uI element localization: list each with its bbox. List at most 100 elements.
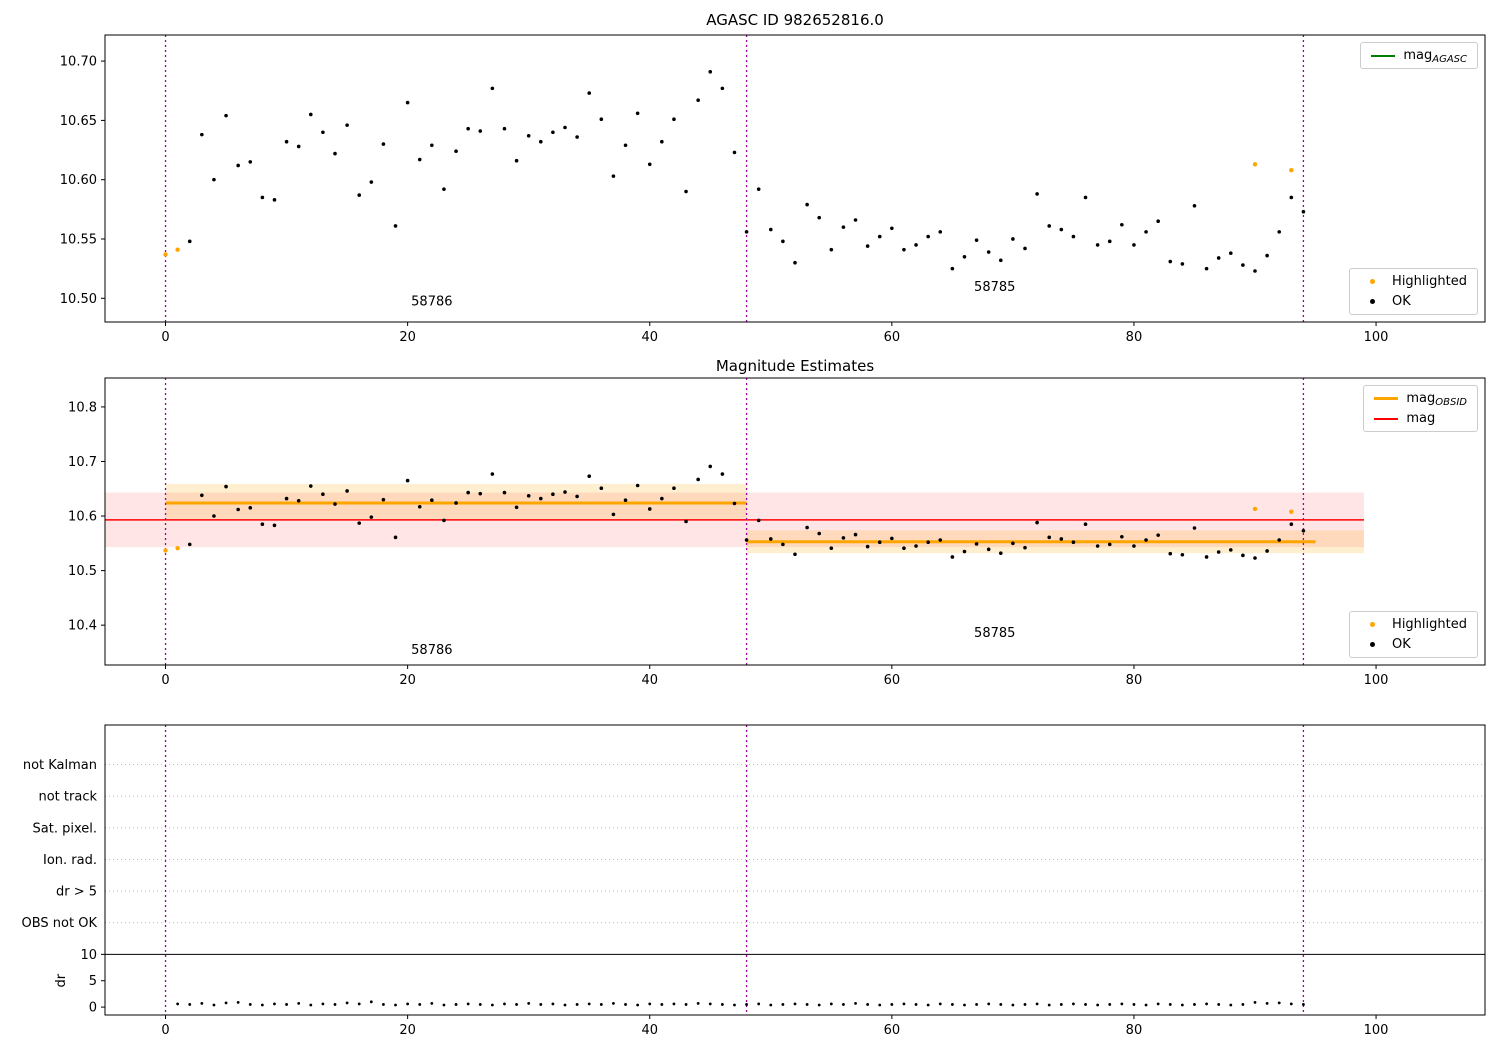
data-point [865,244,870,248]
data-point [515,1003,518,1006]
legend-entry: mag [1374,411,1467,426]
data-point [1095,544,1100,548]
x-tick-label: 100 [1364,673,1389,688]
data-point [890,226,894,231]
legend-markers-middle-plot: Highlighted OK [1349,611,1478,658]
data-point [1302,1003,1305,1006]
data-point [1252,506,1258,512]
legend-line-swatch [1374,417,1399,420]
x-tick-label: 60 [884,673,901,688]
data-point [914,1003,918,1006]
data-point [309,1003,313,1007]
x-tick-label: 0 [161,673,169,688]
data-point [854,1002,857,1005]
data-point [1107,542,1112,547]
data-point [975,1003,978,1006]
data-point [1120,222,1124,227]
data-point [1228,548,1233,552]
data-point [1011,1003,1015,1007]
data-point [382,1003,385,1006]
data-point [187,542,192,547]
data-point [1144,1003,1148,1007]
y-tick-label: 10.8 [68,400,97,415]
x-tick-label: 60 [884,330,901,345]
data-point [732,501,737,506]
legend-label: magOBSID [1406,391,1467,408]
data-point [551,130,555,135]
data-point [1071,540,1076,545]
x-tick-label: 60 [884,1023,901,1038]
data-point [1059,537,1064,541]
data-point [1120,534,1124,539]
data-point [224,484,228,489]
data-point [454,149,458,154]
data-point [176,1002,180,1006]
chart-agasc-mag: 0 20 40 60 80 100 10.50 10.55 10.60 10.65 10.70 587… [60,34,1486,345]
data-point [660,139,664,144]
data-point [950,555,955,559]
data-point [1253,556,1257,560]
data-point [297,1002,301,1005]
data-point [841,536,846,540]
data-point [369,180,374,184]
data-point [575,1003,579,1006]
series-ok [187,69,1306,273]
data-point [878,1003,882,1007]
data-point [1241,1003,1245,1006]
data-point [1144,538,1148,542]
data-point [526,134,531,138]
data-point [1156,219,1160,223]
data-point [454,1003,458,1006]
data-point [902,247,906,252]
data-point [1108,1003,1112,1006]
data-point [442,518,446,523]
data-point [272,523,277,528]
data-point [938,538,943,542]
data-point [296,498,301,503]
data-point [926,234,930,239]
data-point [708,1002,712,1006]
data-point [1265,549,1269,553]
y-tick-label: 10.60 [60,173,97,188]
data-point [1011,541,1015,546]
data-point [1289,1002,1293,1006]
data-point [1180,1003,1184,1007]
data-point [793,260,797,265]
data-point [914,544,918,548]
x-tick-label: 20 [399,1023,416,1038]
data-point [405,100,410,105]
data-point [987,1002,991,1006]
plot-title-agasc-id: AGASC ID 982652816.0 [706,11,884,29]
data-point [1301,528,1306,533]
data-point [284,496,289,501]
legend-dot-swatch [1360,299,1384,304]
legend-entry: magOBSID [1374,391,1467,408]
data-point [744,538,749,542]
data-point [793,552,797,557]
data-point [1265,1002,1269,1005]
data-point [769,1003,773,1007]
data-point [490,472,495,476]
data-point [466,1002,470,1006]
data-point [611,512,616,517]
data-point [926,1003,930,1007]
data-point [502,490,507,495]
flag-label: Sat. pixel. [33,821,97,836]
data-point [393,224,398,228]
data-point [563,125,567,130]
data-point [394,1003,397,1007]
data-point [1277,1001,1281,1005]
data-point [1047,224,1052,228]
data-point [732,150,737,155]
data-point [200,1002,204,1005]
data-point [890,1003,894,1006]
data-point [1156,1002,1160,1006]
series-highlighted [163,162,1294,257]
data-point [1107,239,1112,244]
data-point [768,537,773,541]
y-axis-label: dr [54,973,69,987]
x-tick-label: 40 [641,1023,658,1038]
data-point [1084,1003,1087,1006]
legend-label: magAGASC [1403,48,1467,65]
data-point [563,490,567,494]
